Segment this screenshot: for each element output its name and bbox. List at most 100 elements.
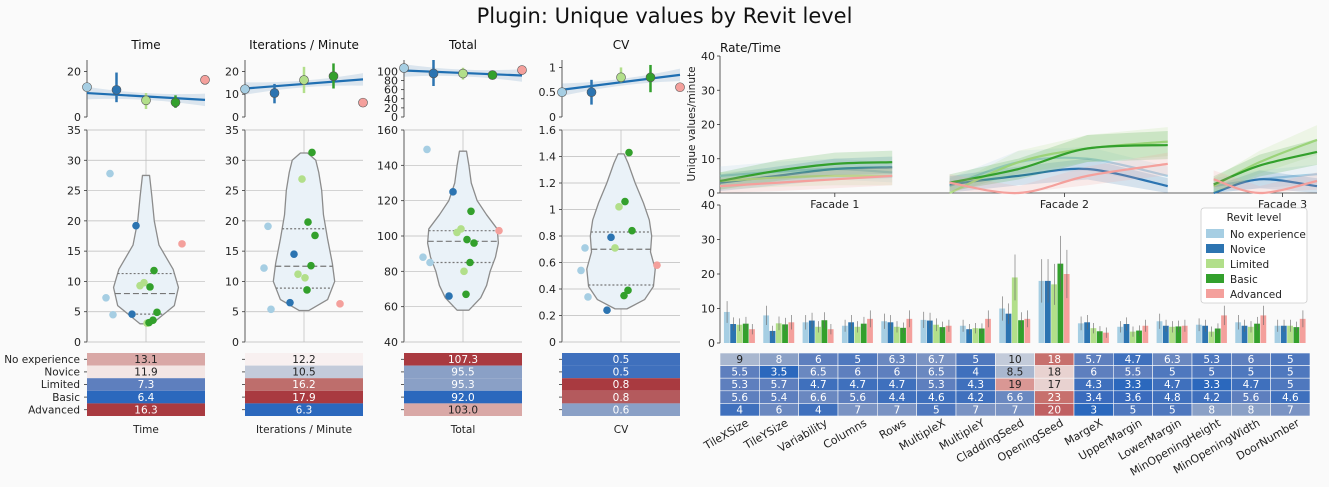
legend-label-Basic: Basic xyxy=(1230,274,1258,286)
bar-No experience xyxy=(1038,280,1045,343)
bar-y-tick-label: 0 xyxy=(708,337,715,350)
bar-Limited xyxy=(736,324,743,343)
heat-cell-value: 107.3 xyxy=(448,354,478,366)
data-point-Basic xyxy=(470,239,478,247)
bar-Advanced xyxy=(1142,325,1149,343)
bar-heat-value: 4 xyxy=(972,367,979,379)
bar-Advanced xyxy=(945,325,952,343)
data-point-No experience xyxy=(267,305,275,314)
bar-heat-value: 6 xyxy=(776,404,783,416)
bar-Advanced xyxy=(827,329,834,343)
heat-cell xyxy=(245,353,363,366)
data-point-Limited xyxy=(615,203,623,211)
bar-heat-cell xyxy=(1270,403,1311,417)
panel-3: CV00.5100.20.40.60.811.21.41.60.50.50.80… xyxy=(539,38,685,436)
panel-2: Total020406080100406080100120140160107.3… xyxy=(377,38,527,436)
data-point-No experience xyxy=(106,169,114,178)
heat-cell xyxy=(245,378,363,391)
mean-point-Limited xyxy=(141,95,151,106)
legend-swatch-Novice xyxy=(1206,244,1224,253)
data-point-No experience xyxy=(423,145,431,154)
bar-heat-value: 5.6 xyxy=(731,392,748,404)
mean-point-Advanced xyxy=(200,75,210,85)
rate-x-tick-label: Facade 1 xyxy=(810,198,859,211)
bar-heat-value: 5.6 xyxy=(849,392,866,404)
data-point-Novice xyxy=(132,221,140,230)
bar-Limited xyxy=(854,326,861,343)
y-tick-label: 40 xyxy=(384,93,398,106)
bar-No experience xyxy=(802,322,809,343)
bar-Novice xyxy=(1044,280,1051,343)
heat-cell xyxy=(562,378,680,391)
bar-heat-value: 7 xyxy=(1287,404,1294,416)
bar-Basic xyxy=(978,328,985,343)
heat-cell xyxy=(87,390,205,404)
bar-Limited xyxy=(775,323,782,343)
heat-cell xyxy=(562,353,680,366)
bar-heat-value: 8 xyxy=(1248,404,1255,416)
rate-band-Advanced xyxy=(720,166,893,193)
bar-heat-value: 5.5 xyxy=(731,367,748,379)
heat-cell-value: 6.3 xyxy=(296,404,313,416)
data-point-Basic xyxy=(311,231,319,240)
rate-curve-Basic xyxy=(949,143,1168,184)
heat-cell-value: 17.9 xyxy=(292,392,315,404)
heat-cell-value: 16.2 xyxy=(292,379,315,391)
bar-heat-value: 5 xyxy=(854,354,861,366)
y-tick-label: 120 xyxy=(377,195,398,208)
heat-cell-value: 11.9 xyxy=(134,367,157,379)
bar-Basic xyxy=(1096,331,1103,343)
bar-Novice xyxy=(887,322,894,343)
data-point-No experience xyxy=(419,253,427,261)
rate-y-tick-label: 0 xyxy=(708,187,715,200)
heat-cell xyxy=(562,365,680,379)
y-tick-label: 10 xyxy=(225,88,239,101)
rate-panel: Rate/Time Unique values/minute 0 10 20 30 40 Fa… xyxy=(686,41,1318,211)
heat-cell-value: 12.2 xyxy=(292,354,315,366)
data-point-Basic xyxy=(463,235,471,244)
data-point-Basic xyxy=(303,286,311,294)
mean-point-Advanced xyxy=(517,65,527,75)
bar-heat-value: 5.6 xyxy=(1243,392,1260,404)
y-tick-label: 100 xyxy=(377,230,398,243)
legend-title: Revit level xyxy=(1227,212,1282,224)
rate-y-label: Unique values/minute xyxy=(686,66,698,181)
rate-band-Basic xyxy=(720,150,893,190)
row-label-No experience: No experience xyxy=(4,354,80,366)
data-point-Basic xyxy=(304,218,312,226)
data-point-Basic xyxy=(308,148,316,157)
bar-heat-value: 4.7 xyxy=(849,379,866,391)
heat-cell-value: 95.5 xyxy=(451,367,474,379)
y-tick-label: 1 xyxy=(549,61,556,74)
data-point-Limited xyxy=(298,175,306,183)
bar-Advanced xyxy=(1181,325,1188,343)
bar-Limited xyxy=(933,324,939,343)
bar-heat-value: 5 xyxy=(1287,367,1294,379)
bar-Advanced xyxy=(1063,274,1070,343)
data-point-Limited xyxy=(460,267,468,276)
heat-cell-value: 0.8 xyxy=(613,379,630,391)
bar-No experience xyxy=(763,315,770,343)
rate-band-Advanced xyxy=(949,152,1168,193)
bar-Advanced xyxy=(1221,315,1227,343)
heat-cell xyxy=(562,403,680,416)
rate-band-Basic xyxy=(1213,138,1317,193)
rate-y-tick-label: 40 xyxy=(701,50,715,63)
bar-heat-value: 18 xyxy=(1048,367,1061,379)
bar-heat-value: 5.5 xyxy=(1125,367,1142,379)
bar-Basic xyxy=(1018,320,1024,343)
data-point-No experience xyxy=(584,293,592,301)
bar-Novice xyxy=(1162,325,1169,343)
data-point-Limited xyxy=(301,273,309,282)
category-label: Columns xyxy=(821,416,869,451)
rate-band-Limited xyxy=(949,127,1168,193)
y-tick-label: 0 xyxy=(232,336,239,349)
x-axis-label: Time xyxy=(132,424,159,436)
violin-body xyxy=(272,152,336,312)
bar-heat-value: 8 xyxy=(776,354,783,366)
data-point-Basic xyxy=(307,261,315,270)
legend-swatch-Limited xyxy=(1206,259,1224,268)
bar-Basic xyxy=(1254,323,1260,343)
bar-heat-value: 6.3 xyxy=(889,354,906,366)
mean-point-No experience xyxy=(240,84,250,94)
